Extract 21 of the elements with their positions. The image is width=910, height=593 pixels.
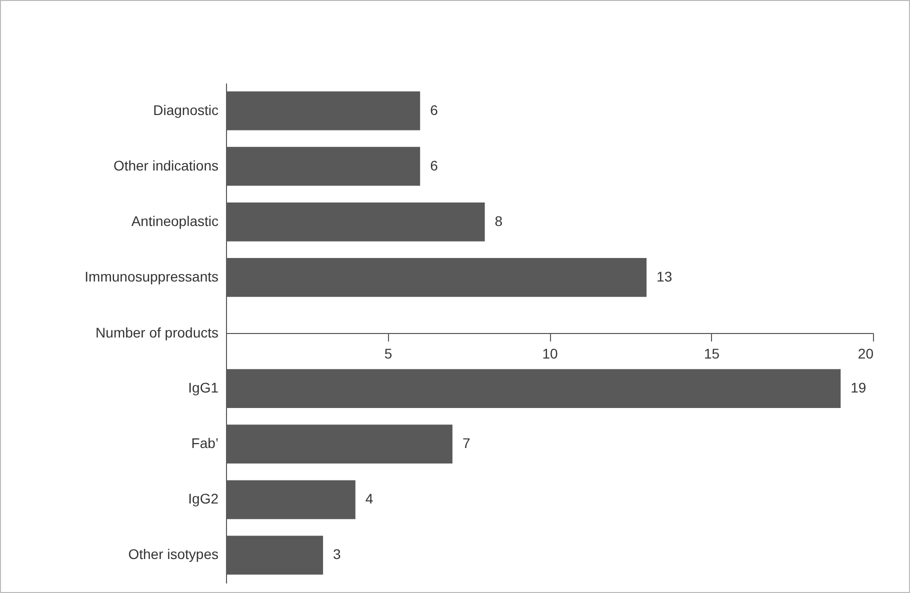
x-tick-label: 5 — [384, 346, 392, 362]
x-axis-title: Number of products — [96, 324, 218, 340]
x-tick-label: 15 — [704, 346, 720, 362]
data-label: 8 — [494, 212, 503, 229]
data-label: 19 — [850, 380, 866, 396]
data-label: 3 — [333, 546, 342, 562]
y-tick-label: Diagnostic — [153, 102, 218, 118]
data-label: 6 — [430, 102, 438, 118]
y-tick-label: Fab’ — [191, 435, 218, 452]
y-tick-label: IgG2 — [188, 490, 219, 507]
data-label: 4 — [365, 490, 374, 507]
data-label: 6 — [430, 157, 438, 174]
y-tick-label: Other isotypes — [128, 546, 218, 562]
y-tick-label: Immunosuppressants — [84, 268, 218, 284]
y-tick-label: Antineoplastic — [131, 212, 218, 229]
x-tick-label: 10 — [542, 346, 558, 362]
data-label: 7 — [462, 435, 470, 452]
y-tick-label: Other indications — [113, 157, 218, 174]
data-label: 13 — [656, 268, 672, 284]
y-tick-label: IgG1 — [188, 380, 219, 396]
x-tick-label: 20 — [858, 346, 874, 362]
